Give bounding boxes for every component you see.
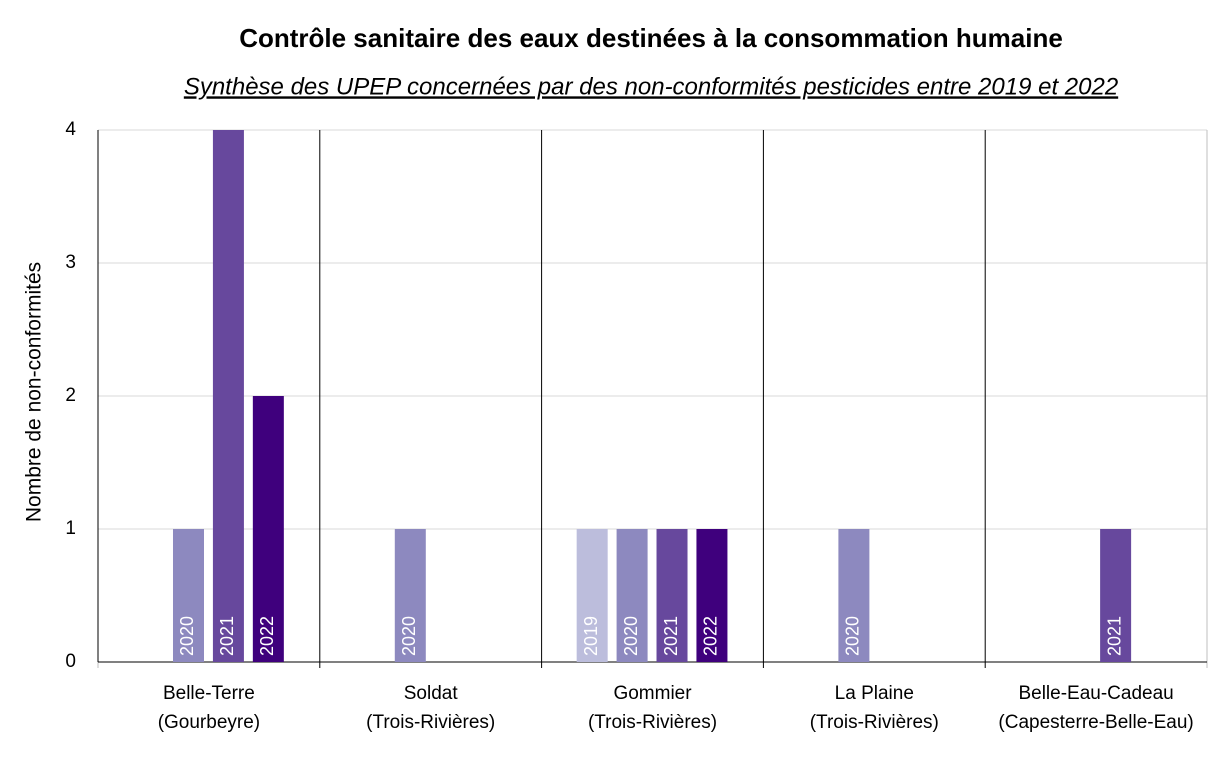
bar	[656, 529, 688, 662]
x-tick-label: La Plaine	[835, 683, 914, 704]
bar-label: 2022	[257, 616, 277, 656]
x-tick-label: Gommier	[613, 683, 692, 704]
y-tick-label: 0	[65, 651, 76, 672]
bar-label: 2021	[661, 616, 681, 656]
bar-label: 2020	[843, 616, 863, 656]
x-tick-label: Soldat	[404, 683, 459, 704]
y-tick-label: 3	[65, 252, 76, 273]
chart-subtitle: Synthèse des UPEP concernées par des non…	[184, 73, 1118, 100]
bar-label: 2020	[177, 616, 197, 656]
bar	[1100, 529, 1132, 662]
bar	[252, 396, 284, 662]
bar-label: 2020	[621, 616, 641, 656]
bar-label: 2022	[701, 616, 721, 656]
bar	[616, 529, 648, 662]
bar	[838, 529, 870, 662]
x-tick-label: (Trois-Rivières)	[366, 712, 495, 733]
chart-title: Contrôle sanitaire des eaux destinées à …	[239, 23, 1063, 53]
y-axis-label: Nombre de non-conformités	[23, 262, 46, 522]
y-tick-label: 4	[65, 119, 76, 140]
bar	[212, 130, 244, 662]
x-tick-label: Belle-Eau-Cadeau	[1018, 683, 1173, 704]
bar-label: 2021	[1104, 616, 1124, 656]
bar-label: 2019	[581, 616, 601, 656]
bar	[394, 529, 426, 662]
y-tick-label: 1	[65, 518, 76, 539]
x-tick-label: (Capesterre-Belle-Eau)	[998, 712, 1193, 733]
y-tick-label: 2	[65, 385, 76, 406]
bar	[576, 529, 608, 662]
x-tick-label: Belle-Terre	[163, 683, 255, 704]
bar-label: 2021	[217, 616, 237, 656]
x-tick-label: (Trois-Rivières)	[810, 712, 939, 733]
x-tick-label: (Trois-Rivières)	[588, 712, 717, 733]
bar	[172, 529, 204, 662]
bar	[696, 529, 728, 662]
x-tick-label: (Gourbeyre)	[158, 712, 260, 733]
bar-label: 2020	[399, 616, 419, 656]
